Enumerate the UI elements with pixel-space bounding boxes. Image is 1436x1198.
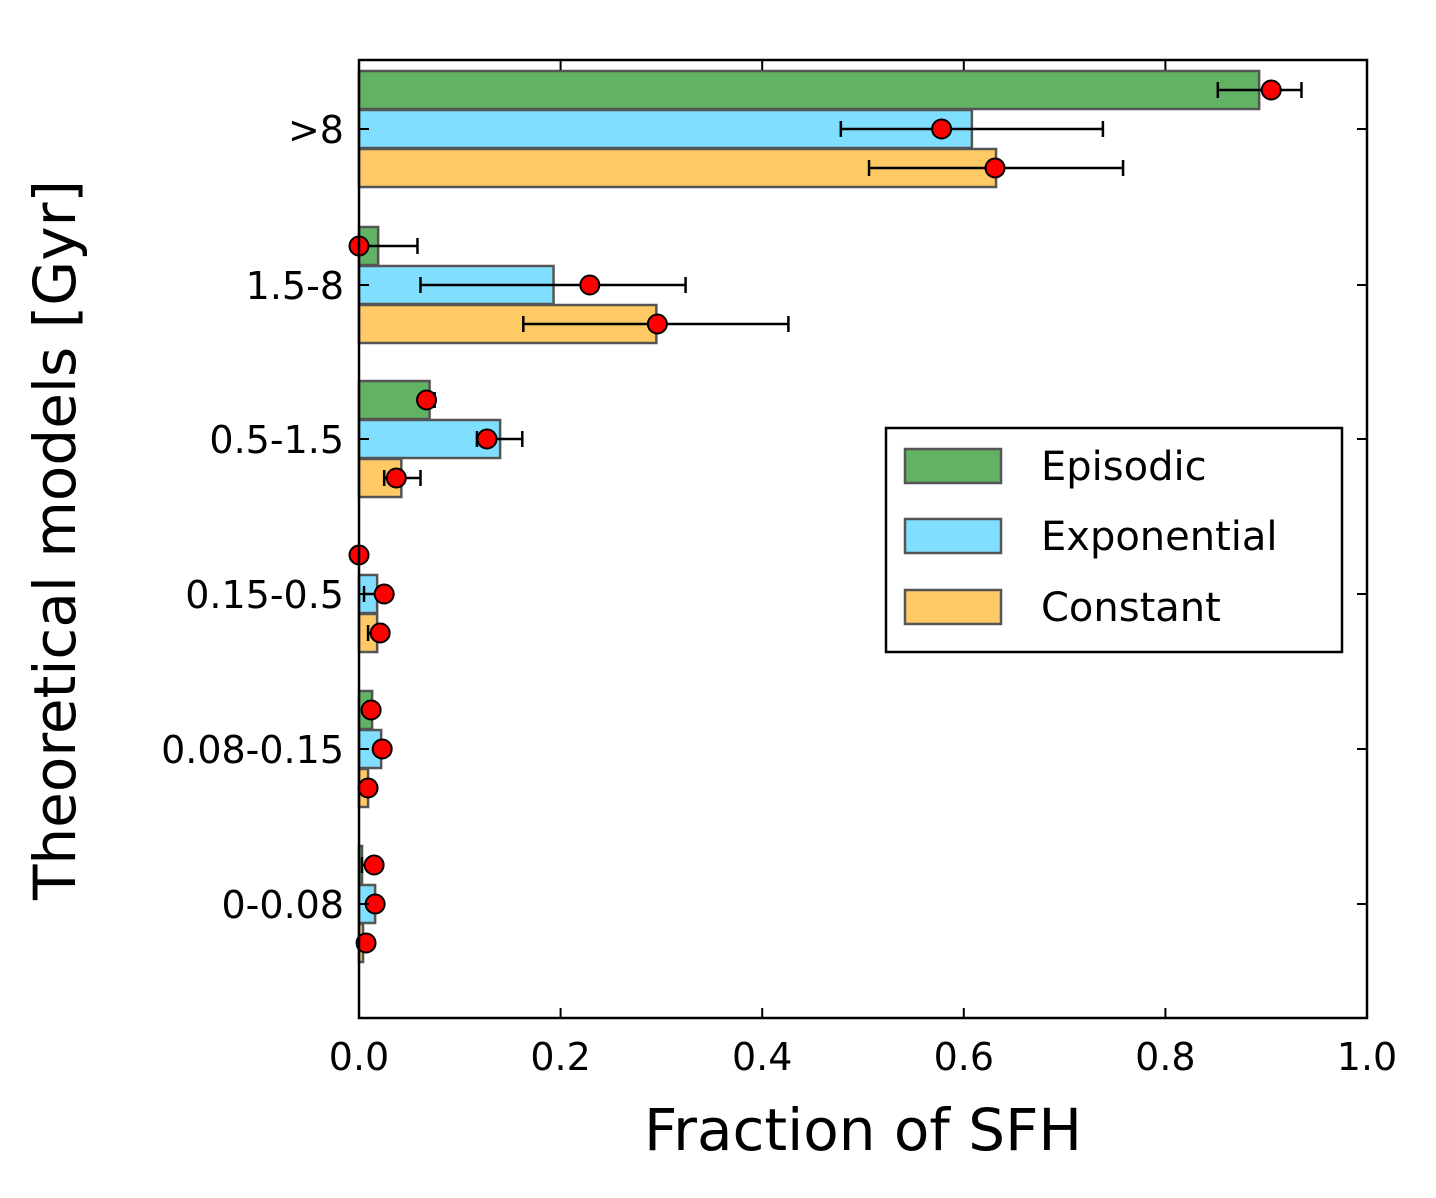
marker-exponential-1 [579, 274, 601, 296]
y-tick-labels: >8 1.5-8 0.5-1.5 0.15-0.5 0.08-0.15 0-0.08 [161, 108, 344, 927]
marker-exponential-0 [931, 118, 953, 140]
marker-constant-3 [369, 622, 391, 644]
marker-constant-4 [357, 777, 379, 799]
x-tick-label: 0.4 [732, 1035, 792, 1079]
legend-label-exponential: Exponential [1041, 514, 1278, 560]
bar-episodic-0 [357, 69, 1261, 111]
ticks-layer [358, 60, 1368, 1018]
errorbar-episodic-0 [1216, 82, 1303, 98]
marker-episodic-2 [416, 389, 438, 411]
y-tick-label: 0.5-1.5 [209, 418, 344, 462]
legend-swatch-exponential [903, 517, 1003, 555]
marker-exponential-2 [476, 428, 498, 450]
plot-frame [357, 58, 1369, 1020]
marker-episodic-0 [1260, 79, 1282, 101]
y-tick-label: 0.15-0.5 [185, 573, 344, 617]
x-tick-label: 0.6 [934, 1035, 994, 1079]
marker-episodic-5 [363, 854, 385, 876]
marker-exponential-3 [373, 583, 395, 605]
x-tick-label: 0.8 [1135, 1035, 1195, 1079]
marker-episodic-4 [360, 699, 382, 721]
legend-swatch-episodic [903, 447, 1003, 485]
marker-constant-0 [984, 157, 1006, 179]
x-tick-label: 1.0 [1337, 1035, 1397, 1079]
marker-constant-2 [385, 467, 407, 489]
marker-constant-1 [646, 313, 668, 335]
errorbar-exponential-0 [839, 121, 1105, 137]
y-tick-label: 1.5-8 [246, 264, 344, 308]
x-tick-label: 0.2 [530, 1035, 590, 1079]
legend-item-constant: Constant [903, 585, 1221, 631]
legend: Episodic Exponential Constant [884, 426, 1344, 654]
marker-exponential-4 [371, 738, 393, 760]
legend-label-constant: Constant [1041, 585, 1221, 631]
legend-item-episodic: Episodic [903, 444, 1207, 490]
marker-constant-5 [355, 932, 377, 954]
x-tick-label: 0.0 [329, 1035, 389, 1079]
y-tick-label: 0-0.08 [222, 883, 345, 927]
x-axis-label: Fraction of SFH [644, 1096, 1082, 1164]
legend-item-exponential: Exponential [903, 514, 1278, 560]
y-axis-label: Theoretical models [Gyr] [21, 180, 89, 901]
legend-swatch-constant [903, 588, 1003, 626]
legend-label-episodic: Episodic [1041, 444, 1207, 490]
y-tick-label: 0.08-0.15 [161, 728, 344, 772]
x-tick-labels: 0.0 0.2 0.4 0.6 0.8 1.0 [329, 1035, 1397, 1079]
y-tick-label: >8 [288, 108, 344, 152]
errorbar-exponential-1 [419, 277, 687, 293]
